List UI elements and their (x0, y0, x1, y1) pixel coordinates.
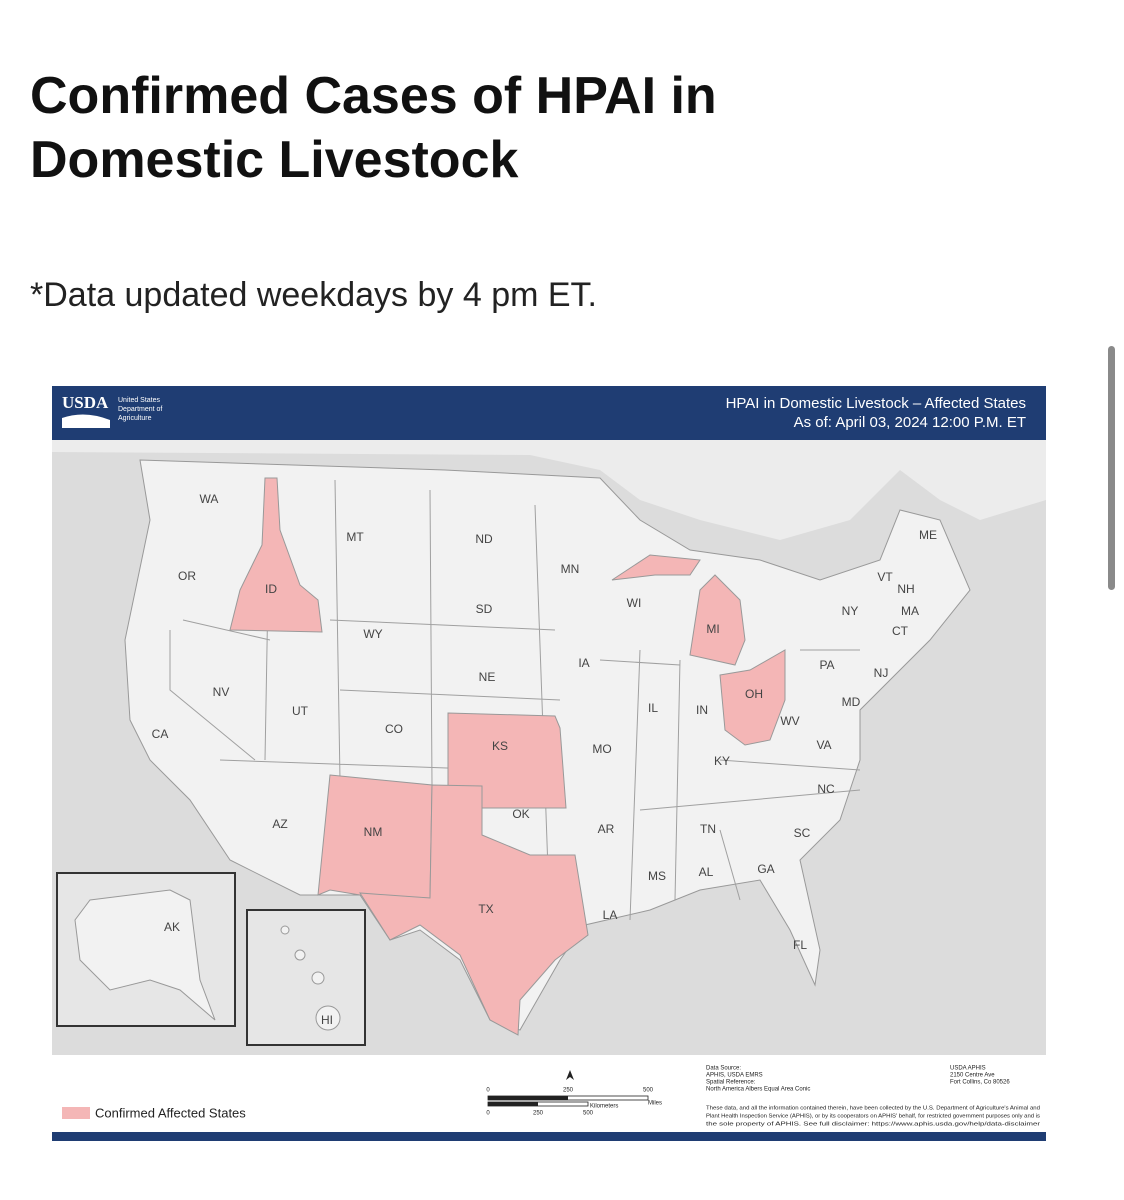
map-header (52, 386, 1046, 440)
update-note: *Data updated weekdays by 4 pm ET. (30, 276, 597, 314)
state-label: WA (200, 492, 219, 506)
source-line: APHIS, USDA EMRS (706, 1073, 763, 1079)
scale-label: 250 (563, 1088, 574, 1094)
hawaii-inset (246, 909, 366, 1046)
state-label: WY (363, 627, 382, 641)
state-label: PA (819, 658, 834, 672)
states: WA OR CA NV ID MT WY UT AZ CO NM ND SD NE KS OK TX MN IA MO… (152, 477, 937, 1036)
state-label: MO (592, 742, 611, 756)
state-label: WV (780, 714, 799, 728)
state-label: KS (492, 739, 508, 753)
state-label: AZ (272, 817, 287, 831)
disclaimer-line: Plant Health Inspection Service (APHIS),… (706, 1113, 1041, 1119)
state-label: NM (364, 825, 383, 839)
address-line: Fort Collins, Co 80526 (950, 1080, 1010, 1086)
legend-label: Confirmed Affected States (95, 1105, 246, 1120)
scale-label: 500 (583, 1111, 594, 1117)
logo-mark: USDA (62, 393, 109, 412)
state-label: IN (696, 703, 708, 717)
state-label: CT (892, 624, 909, 638)
state-label: LA (603, 908, 618, 922)
logo-line: Agriculture (118, 415, 152, 422)
logo-line: United States (118, 397, 161, 404)
state-label: AK (164, 920, 180, 934)
state-label: OH (745, 687, 763, 701)
map-title: HPAI in Domestic Livestock – Affected St… (726, 395, 1026, 412)
state-label: SC (794, 826, 811, 840)
source-line: Spatial Reference: (706, 1080, 756, 1086)
page-title: Confirmed Cases of HPAI in Domestic Live… (30, 67, 717, 189)
state-label: ME (919, 528, 937, 542)
hawaii (280, 925, 341, 1031)
scale-bar (488, 1096, 568, 1100)
state-label: MN (561, 562, 580, 576)
state-label: MA (901, 604, 919, 618)
disclaimer-line: These data, and all the information cont… (706, 1105, 1040, 1111)
alaska (74, 889, 216, 1021)
state-label: ND (475, 532, 493, 546)
source-line: Data Source: (706, 1066, 741, 1072)
affected-state (611, 554, 701, 581)
state-label: TX (478, 902, 493, 916)
state-label: MS (648, 869, 666, 883)
state-label: FL (793, 938, 807, 952)
state-label: OR (178, 569, 196, 583)
affected-state (689, 574, 746, 666)
map-footer-bar (52, 1132, 1046, 1141)
state-label: NE (479, 670, 496, 684)
disclaimer-line: the sole property of APHIS. See full dis… (706, 1121, 1041, 1127)
state-label: HI (321, 1013, 333, 1027)
state-label: CA (152, 727, 169, 741)
state-label: WI (627, 596, 642, 610)
state-label: CO (385, 722, 403, 736)
scale-label: 250 (533, 1111, 544, 1117)
logo-line: Department of (118, 406, 162, 413)
state-label: NJ (874, 666, 889, 680)
state-label: MT (346, 530, 364, 544)
address-line: USDA APHIS (950, 1066, 986, 1072)
state-label: UT (292, 704, 309, 718)
affected-state (719, 649, 786, 746)
address-line: 2150 Centre Ave (950, 1073, 995, 1079)
state-label: MD (842, 695, 861, 709)
logo-wave (62, 414, 110, 428)
state-label: NH (897, 582, 914, 596)
legend-swatch (62, 1107, 90, 1119)
affected-state (229, 477, 323, 633)
state-label: SD (476, 602, 493, 616)
scale-label: Kilometers (590, 1104, 618, 1110)
affected-state (359, 784, 589, 1036)
state-label: IL (648, 701, 658, 715)
state-label: IA (578, 656, 589, 670)
scale-label: 500 (643, 1088, 654, 1094)
state-label: VT (877, 570, 893, 584)
scale-label: 0 (486, 1111, 490, 1117)
scrollbar[interactable] (1108, 346, 1115, 590)
scale-bar (488, 1102, 538, 1106)
state-label: TN (700, 822, 716, 836)
state-label: AR (598, 822, 615, 836)
state-label: VA (816, 738, 831, 752)
state-label: KY (714, 754, 730, 768)
state-label: OK (512, 807, 529, 821)
state-label: NV (213, 685, 230, 699)
source-line: North America Albers Equal Area Conic (706, 1087, 810, 1093)
state-label: NY (842, 604, 859, 618)
state-label: NC (817, 782, 835, 796)
map-date: As of: April 03, 2024 12:00 P.M. ET (794, 414, 1026, 431)
north-arrow (566, 1070, 574, 1080)
canada (52, 440, 1046, 540)
state-label: GA (757, 862, 774, 876)
state-label: AL (699, 865, 714, 879)
scale-label: 0 (486, 1088, 490, 1094)
state-label: ID (265, 582, 277, 596)
scale-label: Miles (648, 1101, 662, 1107)
state-label: MI (706, 622, 719, 636)
